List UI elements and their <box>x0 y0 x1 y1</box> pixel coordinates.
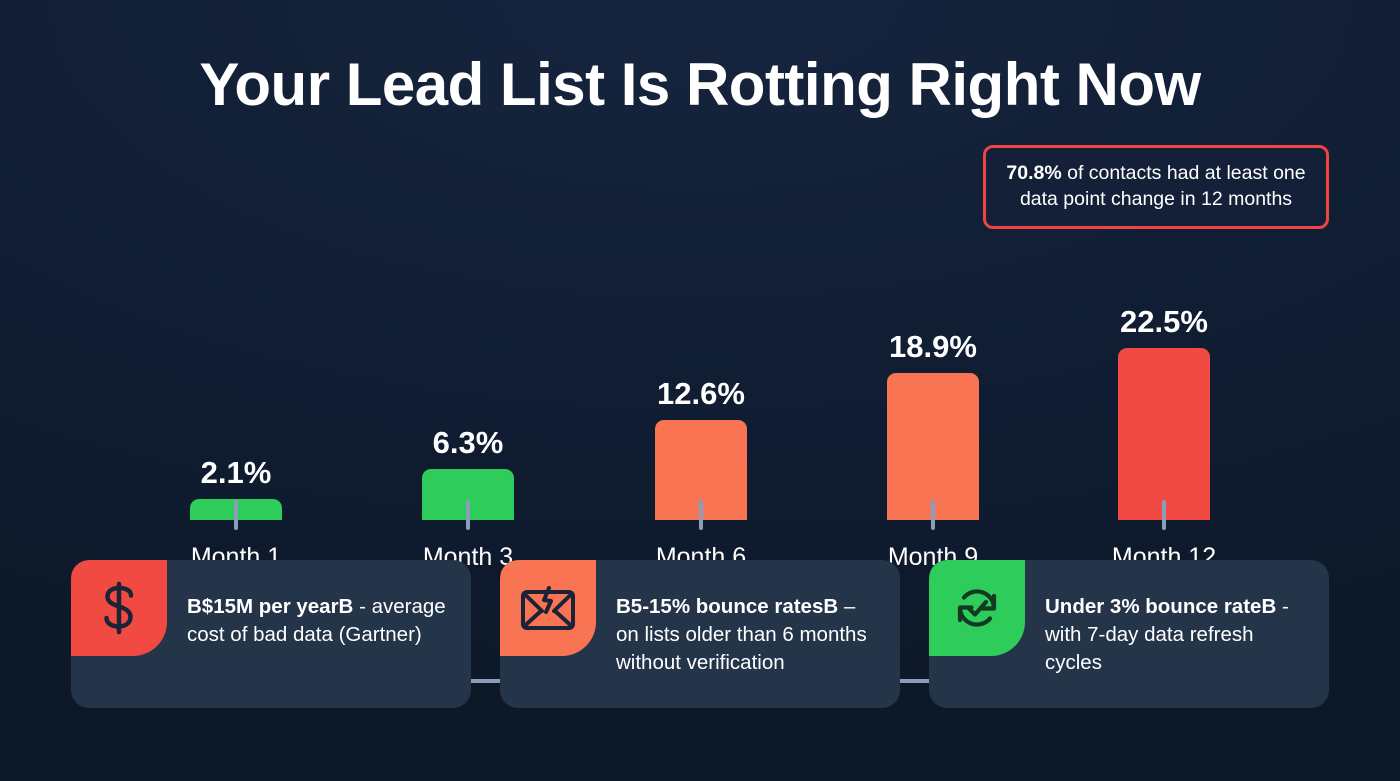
bar-group: 22.5% Month 12 <box>1112 297 1216 571</box>
stat-card-text: B$15M per yearB - average cost of bad da… <box>167 560 471 649</box>
bar <box>1118 348 1210 520</box>
axis-tick <box>1162 500 1166 530</box>
stat-cards: B$15M per yearB - average cost of bad da… <box>71 560 1329 708</box>
stat-card-rest: - with 7-day data refresh cycles <box>1045 595 1289 674</box>
page-title: Your Lead List Is Rotting Right Now <box>199 51 1201 118</box>
stat-card: Under 3% bounce rateB - with 7-day data … <box>929 560 1329 708</box>
bar-group: 2.1% Month 1 <box>190 297 282 571</box>
stat-card-rest: - average cost of bad data (Gartner) <box>187 595 446 646</box>
refresh-check-icon <box>929 560 1025 656</box>
broken-envelope-glyph <box>521 586 575 630</box>
axis-tick <box>466 500 470 530</box>
stat-card-rest: – on lists older than 6 months without v… <box>616 595 867 674</box>
dollar-glyph <box>104 581 134 635</box>
stat-card-text: B5-15% bounce ratesB – on lists older th… <box>596 560 900 677</box>
bar-value-label: 22.5% <box>1120 304 1208 339</box>
stat-card: B$15M per yearB - average cost of bad da… <box>71 560 471 708</box>
axis-tick <box>234 500 238 530</box>
stat-card-text: Under 3% bounce rateB - with 7-day data … <box>1025 560 1329 677</box>
callout-highlight: 70.8% <box>1006 162 1062 184</box>
bar-chart: 2.1% Month 1 6.3% Month 3 12.6% Month 6 … <box>0 230 1400 683</box>
bar-value-label: 12.6% <box>657 376 745 411</box>
bar-group: 18.9% Month 9 <box>887 297 979 571</box>
stat-card-strong: B$15M per yearB <box>187 595 354 618</box>
stat-card: B5-15% bounce ratesB – on lists older th… <box>500 560 900 708</box>
refresh-check-glyph <box>957 589 997 627</box>
axis-tick <box>699 500 703 530</box>
stat-card-strong: B5-15% bounce ratesB <box>616 595 839 618</box>
bar-group: 12.6% Month 6 <box>655 297 747 571</box>
bar-value-label: 18.9% <box>889 329 977 364</box>
callout-box: 70.8% of contacts had at least one data … <box>983 145 1329 229</box>
bar-value-label: 6.3% <box>432 425 504 460</box>
axis-tick <box>931 500 935 530</box>
bar-value-label: 2.1% <box>200 455 272 490</box>
dollar-icon <box>71 560 167 656</box>
callout-text: of contacts had at least one data point … <box>1019 162 1306 210</box>
bar <box>887 373 979 520</box>
broken-envelope-icon <box>500 560 596 656</box>
bar-group: 6.3% Month 3 <box>422 297 514 571</box>
stat-card-strong: Under 3% bounce rateB <box>1045 595 1277 618</box>
